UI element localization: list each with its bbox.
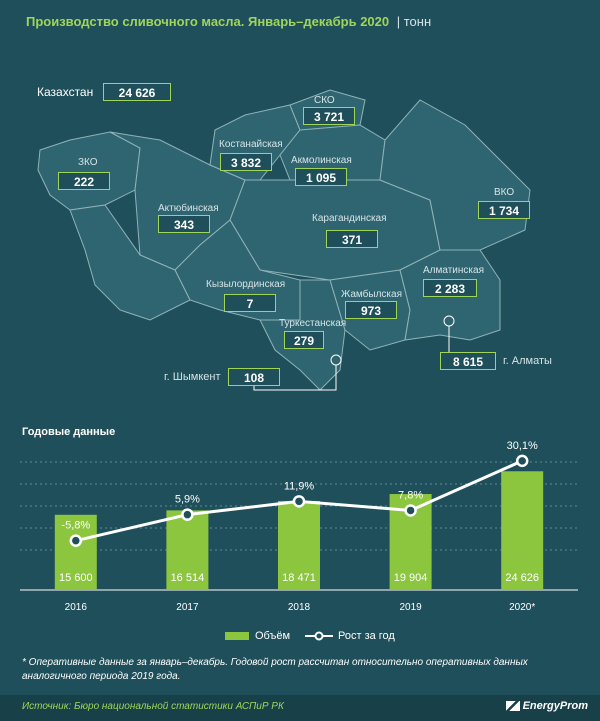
region-value-kyzylorda: 7	[224, 294, 276, 312]
growth-label: 5,9%	[175, 494, 200, 506]
growth-line: -5,8% 5,9% 11,9% 7,8% 30,1%	[61, 440, 538, 547]
section-title: Годовые данные	[22, 426, 116, 438]
legend-growth: Рост за год	[305, 630, 395, 642]
legend-volume-swatch	[225, 632, 249, 640]
city-value-shymkent: 108	[228, 368, 280, 386]
source-text: Источник: Бюро национальной статистики А…	[22, 701, 284, 712]
region-zko	[37, 131, 141, 211]
bar-value-label: 16 514	[171, 572, 205, 584]
bar-value-label: 19 904	[394, 572, 428, 584]
region-label-turkestan: Туркестанская	[279, 318, 347, 329]
region-value-sko: 3 721	[303, 107, 355, 125]
region-value-turkestan: 279	[284, 331, 324, 349]
legend-volume: Объём	[225, 630, 290, 642]
region-label-karaganda: Карагандинская	[312, 213, 387, 224]
bar-2020*	[501, 471, 544, 590]
growth-label: 30,1%	[507, 440, 538, 452]
growth-point	[404, 504, 417, 517]
region-value-kostanay: 3 832	[220, 153, 272, 171]
x-tick-label: 2019	[399, 602, 422, 613]
growth-point	[181, 508, 194, 521]
annual-chart: 15 600 16 514 18 471 19 904 24 626 -5,8% 5,9%…	[20, 440, 578, 613]
legend-growth-swatch	[305, 631, 333, 641]
x-tick-label: 2020*	[509, 602, 535, 613]
bar-value-label: 18 471	[282, 572, 316, 584]
unit-label: | тонн	[396, 14, 432, 29]
bar-2016	[54, 514, 97, 590]
bar-2017	[166, 510, 209, 590]
region-label-kyzylorda: Кызылординская	[206, 279, 286, 290]
region-label-aktobe: Актюбинская	[158, 203, 219, 214]
growth-point	[69, 534, 83, 547]
city-label-almaty: г. Алматы	[503, 355, 552, 367]
region-label-zhambyl: Жамбылская	[341, 289, 402, 300]
x-tick-label: 2017	[176, 602, 199, 613]
legend-volume-label: Объём	[255, 630, 291, 642]
x-tick-label: 2016	[65, 602, 88, 613]
country-value: 24 626	[103, 83, 171, 101]
region-west	[69, 204, 191, 321]
region-value-almaty-region: 2 283	[423, 279, 477, 297]
region-label-vko: ВКО	[494, 187, 515, 198]
region-value-akmola: 1 095	[295, 168, 347, 186]
region-value-zko: 222	[58, 172, 110, 190]
growth-label: -5,8%	[61, 520, 90, 532]
growth-label: 7,8%	[398, 489, 423, 501]
country-label: Казахстан	[37, 85, 94, 99]
city-label-shymkent: г. Шымкент	[164, 371, 221, 383]
growth-label: 11,9%	[284, 480, 315, 492]
bars: 15 600 16 514 18 471 19 904 24 626	[54, 471, 544, 590]
bar-value-label: 15 600	[59, 572, 93, 584]
growth-point	[515, 454, 529, 468]
region-value-vko: 1 734	[478, 201, 530, 219]
x-tick-labels: 2016 2017 2018 2019 2020*	[65, 602, 536, 613]
region-value-karaganda: 371	[326, 230, 378, 248]
region-label-almaty-region: Алматинская	[423, 265, 484, 276]
region-label-sko: СКО	[314, 95, 335, 106]
region-label-zko: ЗКО	[78, 157, 98, 168]
legend-growth-label: Рост за год	[338, 630, 395, 642]
bar-value-label: 24 626	[505, 572, 539, 584]
x-tick-label: 2018	[288, 602, 311, 613]
footer: Источник: Бюро национальной статистики А…	[0, 695, 600, 721]
footnote: * Оперативные данные за январь–декабрь. …	[22, 657, 528, 682]
region-label-akmola: Акмолинская	[291, 155, 352, 166]
energyprom-logo: EnergyProm	[505, 700, 588, 712]
growth-point	[292, 495, 306, 508]
city-value-almaty: 8 615	[440, 352, 496, 370]
region-label-kostanay: Костанайская	[219, 139, 283, 150]
region-value-zhambyl: 973	[345, 301, 397, 319]
bar-2018	[278, 500, 320, 590]
page-title: Производство сливочного масла. Январь–де…	[26, 14, 432, 29]
region-value-aktobe: 343	[158, 215, 210, 233]
logo-icon	[505, 701, 520, 711]
